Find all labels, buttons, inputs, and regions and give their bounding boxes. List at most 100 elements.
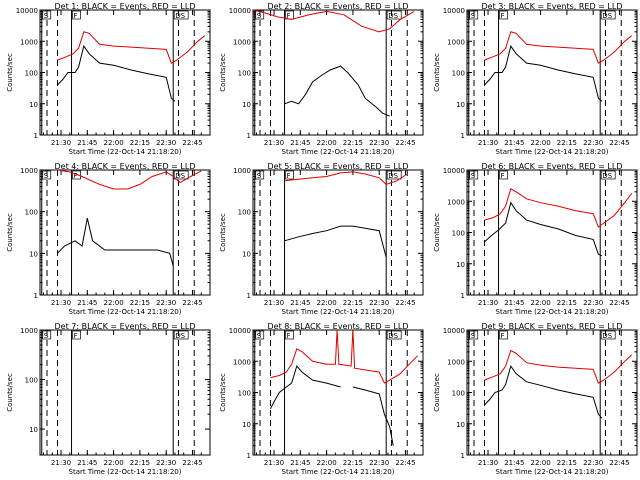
- y-tick-label: 1000: [233, 167, 251, 175]
- events-series-line: [352, 386, 394, 446]
- marker-f-label: F: [74, 12, 78, 20]
- x-tick-label: 21:45: [77, 299, 97, 307]
- lld-series-line: [57, 170, 202, 190]
- marker-f-box: [499, 330, 508, 340]
- y-tick-label: 1000: [20, 38, 38, 46]
- plot-frame: [39, 9, 211, 136]
- lld-series-line: [484, 188, 633, 228]
- x-tick-label: 22:00: [104, 459, 124, 467]
- marker-f-label: F: [74, 172, 78, 180]
- events-series-line: [484, 201, 603, 257]
- y-tick-label: 10: [242, 250, 251, 258]
- x-tick-label: 22:30: [369, 459, 389, 467]
- marker-f-box: [499, 170, 508, 180]
- x-tick-label: 22:45: [182, 139, 202, 147]
- marker-ds-box: [173, 330, 189, 340]
- marker-f-label: F: [287, 332, 291, 340]
- y-tick-label: 100: [25, 70, 38, 78]
- plot-frame: [252, 9, 424, 136]
- panel-title: Det 6: BLACK = Events, RED = LLD: [482, 162, 623, 171]
- marker-ds-label: DS: [388, 332, 398, 340]
- y-tick-label: 1000: [233, 358, 251, 366]
- x-tick-label: 21:45: [504, 459, 524, 467]
- y-tick-label: 10: [29, 426, 38, 434]
- y-tick-label: 100: [238, 209, 251, 217]
- y-tick-label: 100: [452, 230, 465, 238]
- marker-ds-box: [386, 330, 402, 340]
- plot-frame: [466, 169, 638, 296]
- marker-s-label: S: [44, 332, 49, 340]
- x-axis-title: Start Time (22-Oct-14 21:18:20): [69, 308, 182, 316]
- marker-s-label: S: [44, 12, 49, 20]
- x-axis-title: Start Time (22-Oct-14 21:18:20): [496, 468, 609, 476]
- events-series-line: [57, 44, 176, 102]
- panel-title: Det 9: BLACK = Events, RED = LLD: [482, 322, 623, 331]
- detector-panel-2: Det 2: BLACK = Events, RED = LLD 10000 100…: [219, 2, 424, 156]
- y-tick-label: 100: [238, 390, 251, 398]
- y-tick-label: 10000: [443, 7, 465, 15]
- y-tick-label: 10: [456, 261, 465, 269]
- plot-frame: [39, 169, 211, 296]
- plot-frame: [252, 169, 424, 296]
- plot-frame: [39, 329, 211, 456]
- x-tick-label: 21:30: [478, 459, 498, 467]
- y-axis-title: Counts/sec: [433, 53, 441, 92]
- y-tick-label: 100: [238, 70, 251, 78]
- x-tick-label: 22:15: [557, 299, 577, 307]
- events-series-line: [284, 65, 390, 117]
- x-tick-label: 22:00: [531, 299, 551, 307]
- marker-s-label: S: [471, 332, 476, 340]
- x-tick-label: 21:45: [504, 139, 524, 147]
- detector-panel-6: Det 6: BLACK = Events, RED = LLD 10000 100…: [433, 162, 638, 316]
- panel-title: Det 8: BLACK = Events, RED = LLD: [268, 322, 409, 331]
- lld-series-line: [484, 31, 633, 64]
- x-tick-label: 22:15: [130, 299, 150, 307]
- x-tick-label: 22:30: [156, 299, 176, 307]
- panel-title: Det 5: BLACK = Events, RED = LLD: [268, 162, 409, 171]
- y-tick-label: 100: [25, 209, 38, 217]
- x-tick-label: 22:00: [317, 139, 337, 147]
- marker-s-label: S: [257, 12, 262, 20]
- x-tick-label: 22:30: [156, 139, 176, 147]
- y-axis-title: Counts/sec: [433, 213, 441, 252]
- x-axis-title: Start Time (22-Oct-14 21:18:20): [496, 308, 609, 316]
- y-tick-label: 1000: [233, 38, 251, 46]
- panel-title: Det 3: BLACK = Events, RED = LLD: [482, 2, 623, 11]
- x-tick-label: 22:00: [104, 139, 124, 147]
- marker-ds-label: DS: [388, 172, 398, 180]
- y-tick-label: 10000: [443, 167, 465, 175]
- y-axis-title: Counts/sec: [219, 53, 227, 92]
- detector-panel-8: Det 8: BLACK = Events, RED = LLD 10000 100…: [219, 322, 424, 476]
- marker-ds-label: DS: [602, 12, 612, 20]
- x-tick-label: 21:30: [478, 299, 498, 307]
- panel-title: Det 7: BLACK = Events, RED = LLD: [55, 322, 196, 331]
- marker-ds-label: DS: [602, 172, 612, 180]
- panel-title: Det 2: BLACK = Events, RED = LLD: [268, 2, 409, 11]
- x-tick-label: 21:45: [504, 299, 524, 307]
- y-tick-label: 10: [456, 421, 465, 429]
- marker-f-box: [499, 10, 508, 20]
- marker-ds-box: [386, 170, 402, 180]
- x-tick-label: 21:45: [77, 139, 97, 147]
- events-series-line: [284, 225, 387, 258]
- y-tick-label: 1: [247, 292, 251, 300]
- plot-frame: [466, 9, 638, 136]
- detector-panel-5: Det 5: BLACK = Events, RED = LLD 1000 100 1…: [219, 162, 424, 316]
- x-tick-label: 21:45: [290, 459, 310, 467]
- x-axis-title: Start Time (22-Oct-14 21:18:20): [69, 468, 182, 476]
- x-tick-label: 22:45: [395, 139, 415, 147]
- x-tick-label: 22:30: [369, 139, 389, 147]
- detector-panel-9: Det 9: BLACK = Events, RED = LLD 10000 100…: [433, 322, 638, 476]
- x-tick-label: 22:00: [531, 139, 551, 147]
- x-tick-label: 22:15: [130, 139, 150, 147]
- x-axis-title: Start Time (22-Oct-14 21:18:20): [282, 308, 395, 316]
- x-tick-label: 21:30: [51, 459, 71, 467]
- y-tick-label: 10: [29, 250, 38, 258]
- marker-ds-label: DS: [175, 332, 185, 340]
- y-tick-label: 1: [247, 132, 251, 140]
- x-tick-label: 22:15: [557, 459, 577, 467]
- x-tick-label: 22:45: [395, 299, 415, 307]
- x-tick-label: 22:45: [182, 459, 202, 467]
- y-tick-label: 10: [242, 101, 251, 109]
